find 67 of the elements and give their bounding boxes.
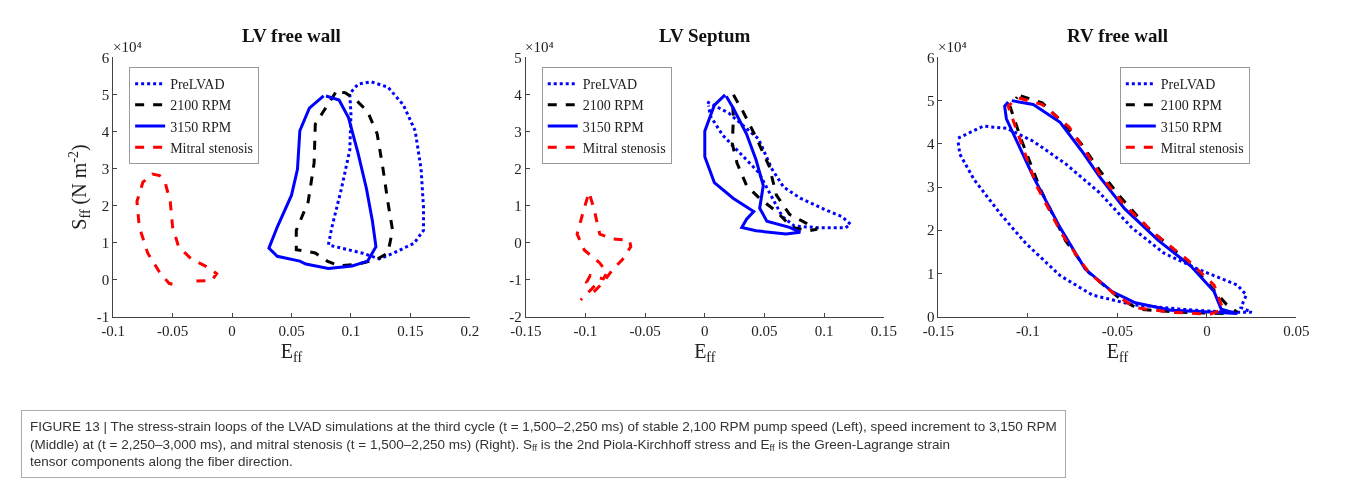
y-tick-label: 3 bbox=[101, 160, 110, 177]
y-tick-label: 1 bbox=[101, 234, 110, 251]
text: FIGURE 13 | The stress-strain loops of the LVAD simulations at the third cycle (t = 1,500–2,250 ms) of stable 2,100 RPM pump speed (Left), speed increment to 3,150 RPM (Middle) at (t = 2,250–3,000 ms), and mitral stenosis (t = 1,500–2,250 ms) (Right). S$_{ff}$ is the 2nd Piola-Kirchhoff stress and E$_{ff}$ is the Green-Lagrange strain tensor components along the fiber direction. bbox=[30, 419, 1057, 470]
y-tick-label: 1 bbox=[514, 197, 522, 214]
y-tick-label: 6 bbox=[101, 49, 110, 66]
x-tick-label: 0.1 bbox=[341, 322, 361, 339]
x-tick-label: 0 bbox=[228, 322, 236, 339]
y-tick-label: -1 bbox=[509, 271, 522, 288]
legend-label: 3150 RPM bbox=[582, 119, 645, 135]
x-axis-title: E$_{ff}$ bbox=[280, 340, 303, 366]
x-tick-label: 0.05 bbox=[751, 322, 778, 339]
y-tick-label: 3 bbox=[514, 123, 522, 140]
x-axis-title: E$_{ff}$ bbox=[694, 340, 716, 366]
text: ×10⁴ bbox=[525, 39, 554, 55]
y-tick-label: 2 bbox=[926, 222, 935, 239]
y-tick-label: 0 bbox=[514, 234, 522, 251]
legend-label: 3150 RPM bbox=[170, 119, 232, 135]
y-tick-label: 4 bbox=[101, 123, 110, 140]
x-tick-label: -0.05 bbox=[629, 322, 661, 339]
legend-label: 2100 RPM bbox=[1160, 98, 1223, 114]
x-tick-label: 0.05 bbox=[278, 322, 305, 339]
y-tick-label: 3 bbox=[926, 179, 935, 196]
x-tick-label: -0.15 bbox=[922, 322, 955, 339]
x-tick-label: -0.15 bbox=[510, 322, 542, 339]
y-tick-label: 1 bbox=[926, 265, 935, 282]
x-tick-label: 0 bbox=[1203, 322, 1211, 339]
y-tick-label: 5 bbox=[926, 92, 935, 109]
x-tick-label: 0 bbox=[701, 322, 709, 339]
legend-label: 3150 RPM bbox=[1160, 119, 1223, 135]
x-tick-label: 0.1 bbox=[814, 322, 834, 339]
y-tick-label: 6 bbox=[926, 49, 935, 66]
y-tick-label: -2 bbox=[509, 308, 522, 325]
line-series bbox=[730, 93, 819, 233]
legend-label: PreLVAD bbox=[582, 77, 638, 93]
y-tick-label: 5 bbox=[514, 49, 522, 66]
chart-title: RV free wall bbox=[1067, 25, 1168, 46]
x-tick-label: -0.05 bbox=[156, 322, 189, 339]
y-tick-label: -1 bbox=[96, 308, 110, 325]
legend-label: PreLVAD bbox=[1160, 77, 1216, 93]
x-tick-label: -0.1 bbox=[1016, 322, 1040, 339]
line-series bbox=[135, 172, 219, 287]
x-tick-label: -0.1 bbox=[101, 322, 126, 339]
y-tick-label: 2 bbox=[101, 197, 110, 214]
chart-title: LV free wall bbox=[242, 25, 341, 46]
y-tick-label: 2 bbox=[514, 160, 522, 177]
text: ×10⁴ bbox=[938, 39, 967, 55]
legend-label: 2100 RPM bbox=[170, 98, 232, 114]
legend-label: Mitral stenosis bbox=[582, 140, 666, 156]
x-tick-label: -0.1 bbox=[573, 322, 598, 339]
y-tick-label: 4 bbox=[514, 86, 523, 103]
y-tick-label: 5 bbox=[101, 86, 110, 103]
x-tick-label: 0.05 bbox=[1283, 322, 1310, 339]
y-tick-label: 4 bbox=[926, 136, 935, 153]
legend-label: 2100 RPM bbox=[582, 98, 645, 114]
x-tick-label: 0.15 bbox=[870, 322, 897, 339]
x-axis-title: E$_{ff}$ bbox=[1106, 340, 1129, 366]
y-tick-label: 0 bbox=[926, 308, 935, 325]
chart-title: LV Septum bbox=[659, 25, 751, 46]
legend-label: PreLVAD bbox=[170, 77, 225, 93]
text: ×10⁴ bbox=[113, 39, 142, 55]
x-tick-label: 0.2 bbox=[460, 322, 480, 339]
x-tick-label: -0.05 bbox=[1101, 322, 1134, 339]
line-series bbox=[294, 90, 395, 268]
legend-label: Mitral stenosis bbox=[1160, 140, 1244, 156]
x-tick-label: 0.15 bbox=[397, 322, 424, 339]
legend-label: Mitral stenosis bbox=[170, 140, 253, 156]
y-tick-label: 0 bbox=[101, 271, 110, 288]
